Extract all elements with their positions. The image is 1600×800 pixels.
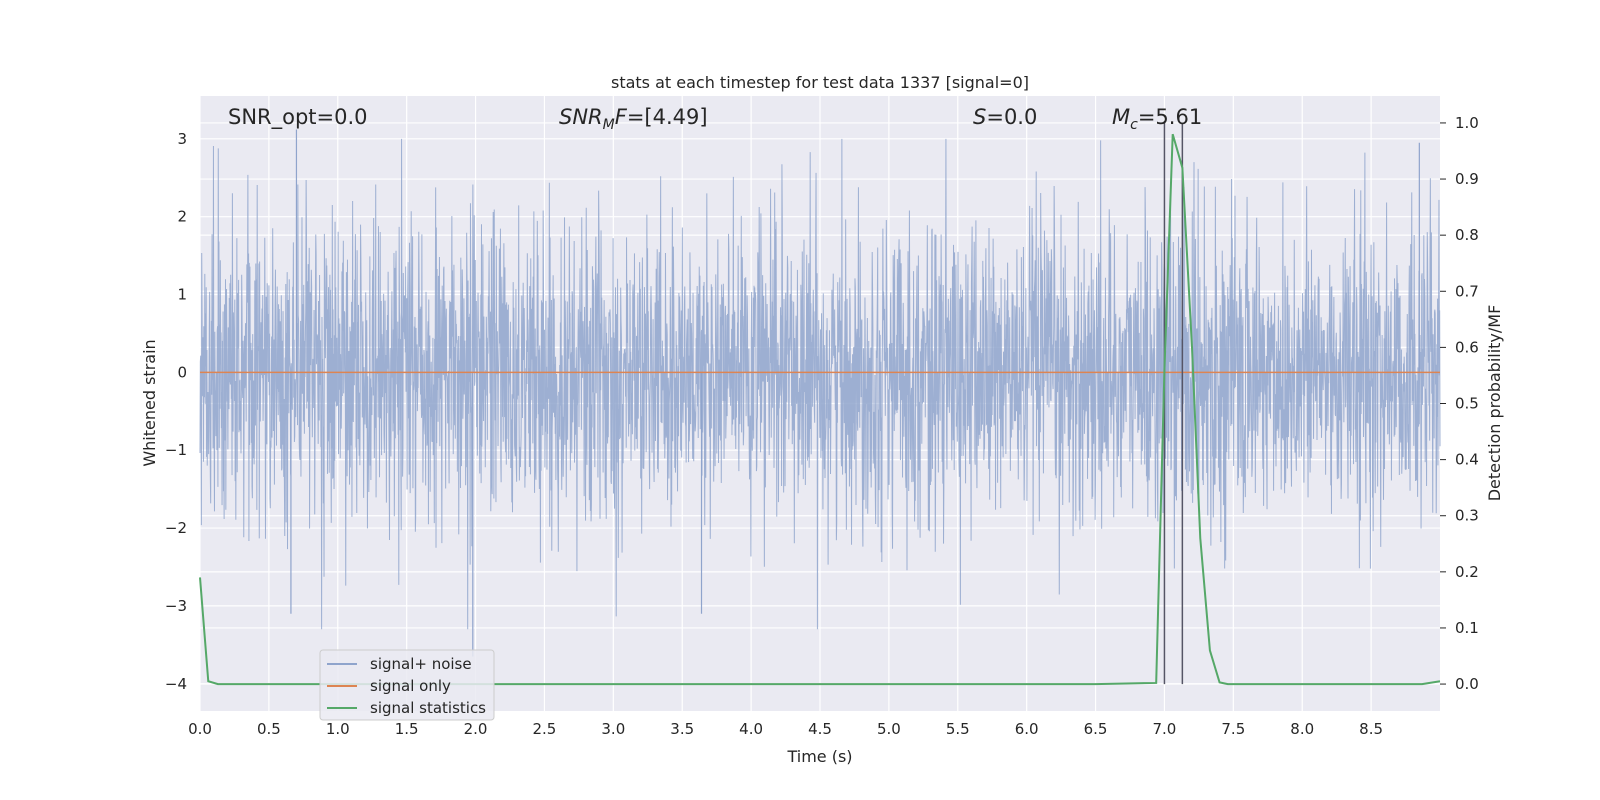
annotation-s-symbol: S [973, 105, 986, 129]
annotation-mc: Mc=5.61 [1112, 105, 1202, 133]
y-right-tick-label: 0.5 [1455, 395, 1479, 413]
annotation-mc-subscript: c [1130, 117, 1138, 133]
chart-title: stats at each timestep for test data 133… [611, 73, 1029, 92]
y-tick-label: −1 [165, 441, 187, 459]
x-tick-label: 6.5 [1084, 720, 1108, 738]
y-right-tick-label: 0.2 [1455, 563, 1479, 581]
y-right-tick-label: 0.3 [1455, 507, 1479, 525]
annotation-s-value: =0.0 [986, 105, 1037, 129]
x-tick-label: 6.0 [1015, 720, 1039, 738]
y-right-tick-label: 0.1 [1455, 619, 1479, 637]
y-right-tick-label: 0.7 [1455, 282, 1479, 300]
y-right-tick-label: 0.8 [1455, 226, 1479, 244]
x-tick-label: 5.0 [877, 720, 901, 738]
x-tick-label: 4.0 [739, 720, 763, 738]
legend: signal+ noise signal only signal statist… [319, 649, 495, 721]
x-tick-label: 5.5 [946, 720, 970, 738]
annotation-mc-value: =5.61 [1138, 105, 1202, 129]
y-tick-label: 0 [177, 363, 187, 381]
y-axis-right-label: Detection probability/MF [1485, 305, 1504, 502]
legend-label-signal-noise: signal+ noise [370, 655, 472, 673]
x-tick-label: 2.5 [533, 720, 557, 738]
annotation-snr-mf-symbol-f: F [615, 105, 628, 129]
annotation-s: S=0.0 [973, 105, 1037, 129]
x-tick-label: 3.5 [670, 720, 694, 738]
annotation-snr-mf-symbol: SNR [559, 105, 603, 129]
x-tick-label: 7.5 [1221, 720, 1245, 738]
legend-label-signal-statistics: signal statistics [370, 699, 486, 717]
y-tick-label: 2 [177, 208, 187, 226]
x-tick-label: 2.0 [464, 720, 488, 738]
x-tick-label: 1.5 [395, 720, 419, 738]
y-tick-label: 3 [177, 130, 187, 148]
y-right-tick-label: 0.9 [1455, 170, 1479, 188]
noise-series [199, 129, 1441, 657]
annotation-snr-mf: SNRMF=[4.49] [559, 105, 708, 133]
x-tick-label: 0.0 [188, 720, 212, 738]
legend-label-signal-only: signal only [370, 677, 451, 695]
legend-box [319, 649, 495, 721]
x-axis-label: Time (s) [786, 747, 852, 766]
signal-noise-line [199, 138, 1441, 630]
y-tick-label: 1 [177, 286, 187, 304]
x-tick-label: 4.5 [808, 720, 832, 738]
annotation-mc-symbol: M [1112, 105, 1130, 129]
y-tick-label: −4 [165, 675, 187, 693]
y-tick-label: −2 [165, 519, 187, 537]
x-tick-label: 7.0 [1153, 720, 1177, 738]
x-tick-label: 8.5 [1359, 720, 1383, 738]
tick-labels: 0.0 0.5 1.0 1.5 2.0 2.5 3.0 3.5 4.0 4.5 5.0 5.5 6.0 6… [165, 114, 1479, 738]
y-right-tick-label: 1.0 [1455, 114, 1479, 132]
x-tick-label: 8.0 [1290, 720, 1314, 738]
y-axis-label: Whitened strain [140, 339, 159, 466]
annotation-snr-mf-value: =[4.49] [627, 105, 708, 129]
y-right-tick-label: 0.0 [1455, 675, 1479, 693]
annotation-snr-mf-subscript: M [603, 117, 615, 133]
annotation-snr-opt: SNR_opt=0.0 [228, 105, 368, 130]
x-tick-label: 0.5 [257, 720, 281, 738]
x-tick-label: 1.0 [326, 720, 350, 738]
y-tick-label: −3 [165, 597, 187, 615]
x-tick-label: 3.0 [601, 720, 625, 738]
y-right-tick-label: 0.4 [1455, 451, 1479, 469]
y-right-tick-label: 0.6 [1455, 338, 1479, 356]
